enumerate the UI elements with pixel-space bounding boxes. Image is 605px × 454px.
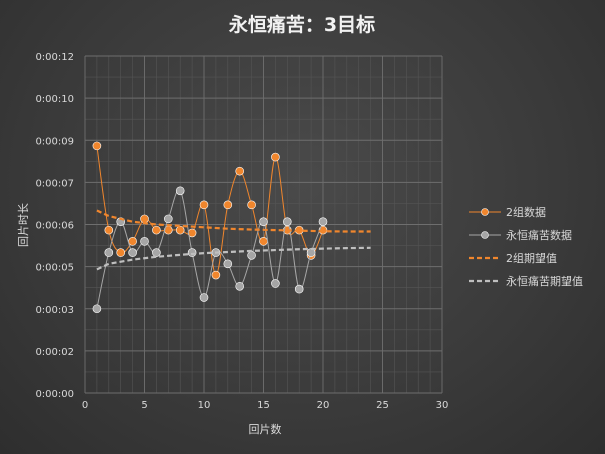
data-point (152, 225, 161, 235)
series-line (96, 209, 371, 233)
y-tick-label: 0:00:10 (35, 94, 74, 105)
legend-label: 永恒痛苦数据 (506, 228, 572, 242)
data-point (140, 214, 149, 224)
x-tick-label: 0 (82, 400, 88, 411)
legend-swatch-marker (481, 231, 489, 239)
data-point (164, 214, 173, 224)
data-point (116, 248, 125, 257)
data-point (104, 225, 114, 235)
x-tick-label: 20 (317, 400, 330, 411)
y-tick-label: 0:00:03 (35, 305, 74, 316)
data-point (223, 259, 233, 269)
data-point (271, 152, 280, 162)
y-tick-label: 0:00:06 (35, 221, 74, 232)
legend-label: 2组数据 (506, 205, 546, 219)
y-axis-label: 回片时长 (17, 203, 30, 247)
legend-entry: 2组数据 (469, 205, 546, 219)
x-tick-label: 5 (141, 400, 147, 411)
data-point (199, 200, 209, 210)
data-point (104, 248, 114, 257)
data-point (211, 270, 221, 280)
data-point (259, 217, 268, 226)
y-tick-label: 0:00:05 (35, 263, 74, 274)
legend-label: 2组期望值 (506, 251, 557, 265)
series-line (96, 246, 371, 271)
data-point (187, 228, 197, 238)
data-point (140, 237, 149, 246)
data-point (318, 217, 328, 226)
data-point (259, 237, 268, 246)
data-point (247, 200, 256, 210)
x-tick-label: 30 (436, 400, 449, 411)
series-layer (92, 141, 371, 314)
data-point (187, 248, 197, 257)
x-tick-label: 15 (257, 400, 270, 411)
data-point (152, 248, 161, 257)
data-point (247, 251, 256, 260)
data-point (199, 293, 209, 302)
data-point (235, 166, 244, 176)
data-point (294, 284, 304, 294)
x-tick-label: 10 (198, 400, 211, 411)
x-axis-label: 回片数 (249, 423, 282, 436)
y-tick-label: 0:00:12 (35, 52, 74, 63)
legend-swatch-marker (481, 208, 489, 216)
legend-entry: 永恒痛苦期望值 (469, 274, 583, 288)
data-point (235, 281, 244, 291)
y-tick-label: 0:00:09 (35, 136, 74, 147)
data-point (271, 279, 280, 288)
axes: 0 5 10 15 20 25 30 0:00:00 0:00:02 0:00:03 0:00:05… (35, 52, 448, 411)
y-tick-label: 0:00:00 (35, 389, 74, 400)
data-point (175, 186, 185, 196)
legend-entry: 永恒痛苦数据 (469, 228, 572, 242)
chart-title: 永恒痛苦：3目标 (228, 13, 375, 36)
y-tick-label: 0:00:07 (35, 178, 74, 189)
data-point (175, 225, 185, 235)
grid (84, 55, 443, 394)
legend-label: 永恒痛苦期望值 (506, 274, 583, 288)
data-point (282, 217, 292, 226)
data-point (92, 141, 102, 151)
legend-entry: 2组期望值 (469, 251, 557, 265)
data-point (128, 248, 137, 257)
data-point (92, 304, 102, 314)
data-point (223, 200, 233, 210)
x-tick-label: 25 (376, 400, 389, 411)
data-point (128, 237, 137, 246)
y-tick-label: 0:00:02 (35, 347, 74, 358)
